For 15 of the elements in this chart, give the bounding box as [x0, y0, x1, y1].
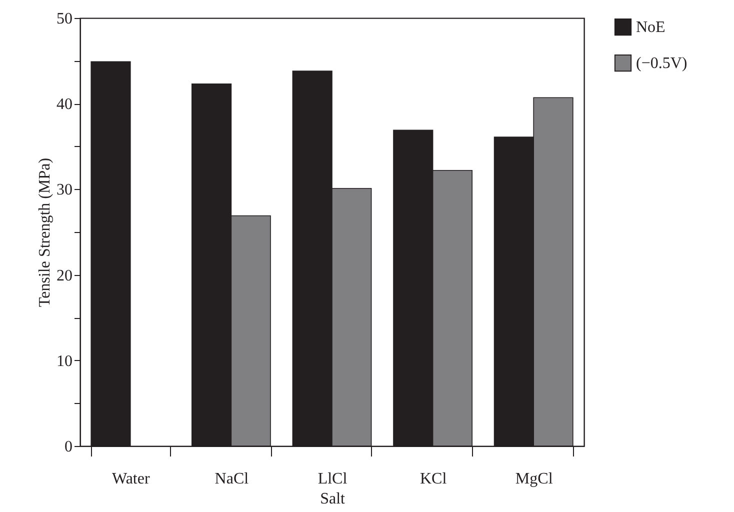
x-tick-label: KCl: [420, 470, 448, 488]
x-tick-label: LlCl: [318, 470, 348, 488]
y-tick-label: 30: [56, 182, 72, 199]
y-tick-label: 10: [56, 352, 72, 370]
x-tick-label: NaCl: [214, 470, 250, 488]
x-tick-label: Water: [112, 470, 150, 488]
y-tick-label: 0: [64, 438, 72, 456]
x-axis-title: Salt: [320, 490, 346, 508]
y-tick-label: 20: [56, 267, 72, 284]
legend-label: NoE: [636, 19, 666, 36]
y-tick-label: 40: [56, 96, 72, 114]
x-tick-label: MgCl: [515, 470, 554, 488]
legend-label: (−0.5V): [636, 55, 688, 72]
y-axis-title: Tensile Strength (MPa): [36, 158, 54, 308]
y-tick-label: 50: [56, 10, 72, 28]
